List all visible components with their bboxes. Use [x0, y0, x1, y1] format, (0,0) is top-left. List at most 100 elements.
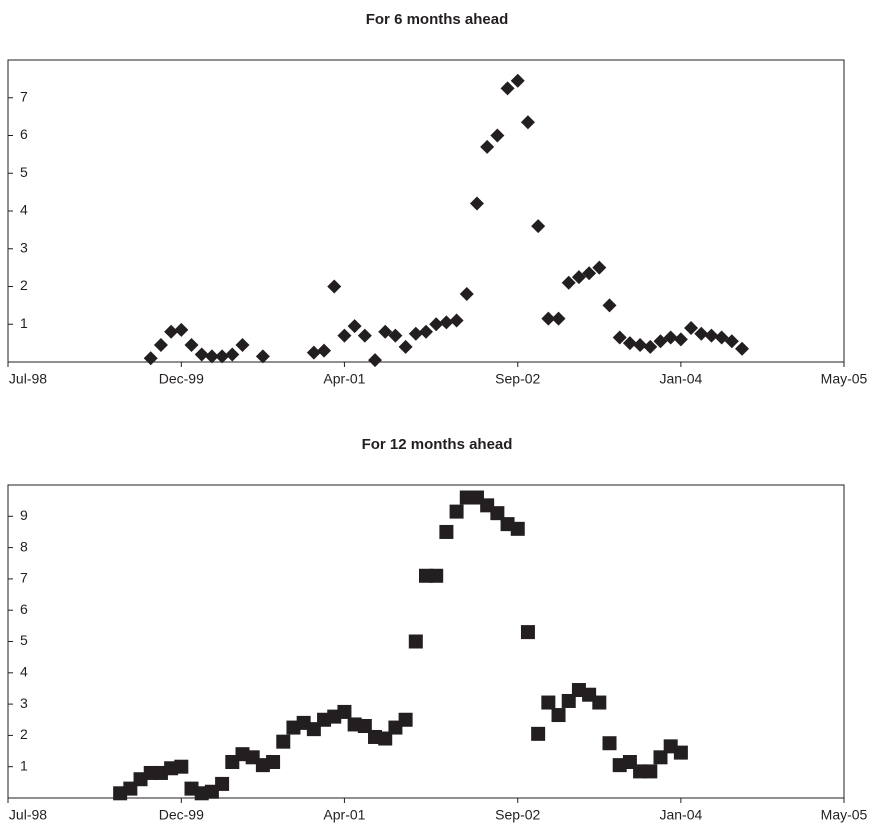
- point: [439, 315, 454, 330]
- point: [164, 324, 179, 339]
- point: [510, 521, 525, 536]
- y-tick-label: 4: [20, 202, 28, 218]
- point: [520, 625, 535, 640]
- point: [653, 750, 668, 765]
- point: [622, 336, 637, 351]
- point: [694, 326, 709, 341]
- point: [266, 755, 281, 770]
- point: [306, 345, 321, 360]
- y-tick-label: 2: [20, 277, 28, 293]
- y-tick-label: 5: [20, 632, 28, 648]
- point: [357, 719, 372, 734]
- point: [398, 339, 413, 354]
- y-tick-label: 1: [20, 757, 28, 773]
- point: [143, 351, 158, 366]
- point: [398, 712, 413, 727]
- chart-title: For 6 months ahead: [366, 11, 509, 28]
- x-tick-label: Apr-01: [323, 371, 365, 387]
- point: [510, 73, 525, 88]
- point: [276, 734, 291, 749]
- point: [317, 343, 332, 358]
- plot-frame: [7, 484, 845, 799]
- point: [582, 266, 597, 281]
- y-tick-label: 7: [20, 88, 28, 104]
- point: [449, 504, 464, 519]
- point: [551, 708, 566, 723]
- point: [194, 347, 209, 362]
- x-tick-label: May-05: [821, 371, 868, 387]
- point: [429, 568, 444, 583]
- point: [684, 321, 699, 336]
- point: [500, 81, 515, 96]
- point: [612, 330, 627, 345]
- point: [592, 260, 607, 275]
- point: [673, 745, 688, 760]
- point: [327, 279, 342, 294]
- point: [531, 726, 546, 741]
- point: [673, 332, 688, 347]
- point: [419, 324, 433, 339]
- point: [592, 695, 607, 710]
- point: [643, 339, 658, 354]
- plot-frame: [7, 59, 845, 363]
- point: [602, 298, 617, 313]
- y-tick-label: 4: [20, 664, 28, 680]
- point: [368, 353, 383, 368]
- y-tick-label: 6: [20, 601, 28, 617]
- y-tick-label: 1: [20, 315, 28, 331]
- point: [255, 349, 270, 364]
- point: [215, 776, 230, 791]
- y-tick-label: 6: [20, 126, 28, 142]
- point: [541, 311, 556, 326]
- point: [633, 338, 648, 353]
- y-tick-label: 5: [20, 164, 28, 180]
- y-tick-label: 9: [20, 507, 28, 523]
- point: [724, 334, 739, 349]
- point: [429, 317, 444, 332]
- point: [541, 695, 556, 710]
- point: [551, 311, 566, 326]
- point: [174, 759, 189, 774]
- chart-title: For 12 months ahead: [362, 436, 513, 453]
- point: [735, 341, 750, 356]
- point: [225, 347, 240, 362]
- x-tick-label: Sep-02: [495, 371, 540, 387]
- point: [153, 338, 168, 353]
- point: [378, 731, 393, 746]
- point: [357, 328, 372, 343]
- point: [490, 506, 505, 521]
- point: [449, 313, 464, 328]
- x-tick-label: Jan-04: [659, 807, 702, 823]
- point: [388, 328, 403, 343]
- y-tick-label: 3: [20, 239, 28, 255]
- point: [520, 115, 535, 130]
- point: [174, 322, 189, 337]
- point: [408, 326, 423, 341]
- point: [337, 704, 352, 719]
- x-tick-label: May-05: [821, 807, 868, 823]
- point: [408, 634, 423, 649]
- point: [439, 524, 454, 539]
- y-tick-label: 3: [20, 695, 28, 711]
- x-tick-label: Jan-04: [659, 371, 702, 387]
- x-tick-label: Dec-99: [159, 807, 204, 823]
- y-tick-label: 2: [20, 726, 28, 742]
- point: [235, 338, 250, 353]
- point: [490, 128, 505, 143]
- y-tick-label: 7: [20, 570, 28, 586]
- x-tick-label: Sep-02: [495, 807, 540, 823]
- point: [480, 139, 495, 154]
- point: [184, 338, 199, 353]
- x-tick-label: Jul-98: [9, 371, 47, 387]
- point: [704, 328, 719, 343]
- point: [561, 693, 576, 708]
- point: [215, 349, 230, 364]
- point: [204, 349, 219, 364]
- x-tick-label: Apr-01: [323, 807, 365, 823]
- point: [602, 736, 617, 751]
- point: [643, 764, 658, 779]
- point: [337, 328, 352, 343]
- point: [561, 275, 576, 290]
